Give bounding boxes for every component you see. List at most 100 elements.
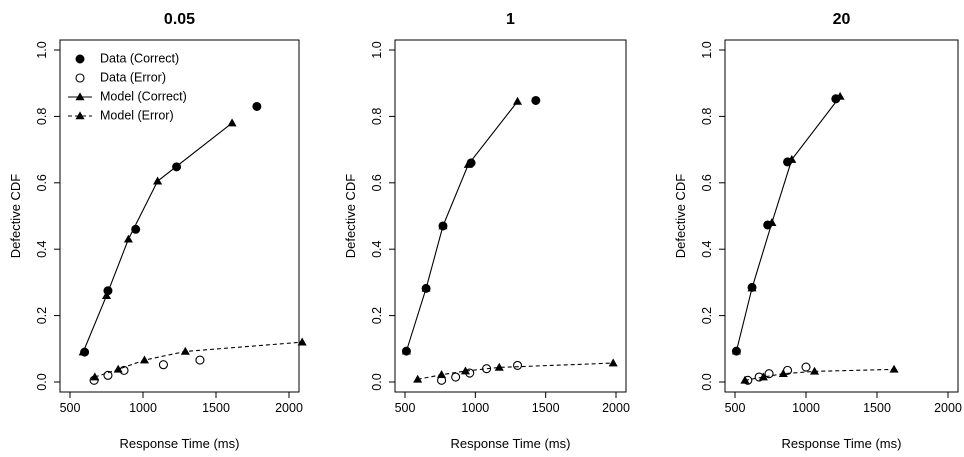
y-tick-label: 0.6 bbox=[370, 174, 384, 191]
x-axis-label: Response Time (ms) bbox=[451, 436, 571, 451]
y-tick-label: 0.4 bbox=[35, 240, 49, 257]
series-line bbox=[82, 122, 233, 353]
x-tick-label: 1500 bbox=[202, 401, 230, 415]
series-line bbox=[417, 362, 614, 380]
data-point bbox=[153, 176, 163, 185]
x-tick-label: 500 bbox=[60, 401, 81, 415]
data-point bbox=[297, 337, 307, 346]
y-tick-label: 0.4 bbox=[700, 240, 714, 257]
y-tick-label: 0.0 bbox=[700, 373, 714, 390]
data-point bbox=[123, 234, 133, 243]
series-line bbox=[735, 96, 841, 352]
data-point bbox=[437, 370, 447, 378]
y-tick-label: 0.6 bbox=[700, 174, 714, 191]
series-model-correct bbox=[401, 96, 523, 355]
data-point bbox=[463, 159, 473, 168]
x-tick-label: 500 bbox=[725, 401, 746, 415]
series-model-correct bbox=[78, 118, 237, 356]
y-tick-label: 0.8 bbox=[370, 108, 384, 125]
x-tick-label: 2000 bbox=[602, 401, 630, 415]
data-point bbox=[758, 372, 768, 381]
data-point bbox=[767, 218, 777, 226]
legend-marker bbox=[75, 54, 85, 64]
data-point bbox=[512, 360, 523, 370]
x-axis: 500 1000 1500 2000 Response Time (ms) bbox=[725, 392, 962, 451]
chart-title: 1 bbox=[506, 11, 515, 28]
series-model-error bbox=[413, 358, 618, 383]
data-point bbox=[401, 346, 411, 355]
data-point bbox=[180, 346, 190, 355]
legend-label: Data (Correct) bbox=[100, 51, 179, 65]
chart-title: 20 bbox=[833, 11, 851, 28]
data-point bbox=[195, 355, 205, 365]
y-axis: 0.0 0.2 0.4 0.6 0.8 1.0 Defective CDF bbox=[673, 41, 725, 391]
y-axis: 0.0 0.2 0.4 0.6 0.8 1.0 Defective CDF bbox=[8, 41, 60, 391]
plot-frame bbox=[724, 39, 959, 393]
x-axis-label: Response Time (ms) bbox=[120, 436, 240, 451]
legend-marker bbox=[75, 111, 85, 120]
y-tick-label: 0.0 bbox=[370, 373, 384, 390]
y-tick-label: 1.0 bbox=[370, 41, 384, 58]
data-point bbox=[78, 347, 88, 356]
y-tick-label: 0.2 bbox=[700, 307, 714, 324]
data-point bbox=[90, 372, 100, 381]
data-point bbox=[252, 101, 262, 111]
y-tick-label: 1.0 bbox=[35, 41, 49, 58]
data-point bbox=[747, 283, 757, 292]
data-point bbox=[438, 221, 448, 230]
data-point bbox=[494, 362, 504, 371]
data-point bbox=[451, 372, 461, 382]
y-axis-label: Defective CDF bbox=[673, 174, 688, 259]
y-tick-label: 0.2 bbox=[370, 307, 384, 324]
y-tick-label: 0.8 bbox=[35, 108, 49, 125]
y-axis: 0.0 0.2 0.4 0.6 0.8 1.0 Defective CDF bbox=[343, 41, 395, 391]
x-axis: 500 1000 1500 2000 Response Time (ms) bbox=[60, 392, 303, 451]
x-tick-label: 1500 bbox=[532, 401, 560, 415]
chart-panel-1: 0.05 500 1000 1500 2000 Response Time (ms) 0.0… bbox=[8, 11, 307, 451]
y-axis-label: Defective CDF bbox=[8, 174, 23, 259]
x-axis-label: Response Time (ms) bbox=[782, 436, 902, 451]
data-point bbox=[158, 360, 168, 370]
plot-frame bbox=[394, 39, 627, 393]
data-point bbox=[531, 95, 541, 105]
y-tick-label: 0.6 bbox=[35, 174, 49, 191]
series-line bbox=[405, 101, 518, 352]
data-point bbox=[801, 362, 811, 372]
chart-title: 0.05 bbox=[164, 11, 195, 28]
data-point bbox=[421, 283, 431, 292]
legend-label: Data (Error) bbox=[100, 70, 166, 84]
data-point bbox=[513, 96, 523, 105]
y-tick-label: 0.0 bbox=[35, 373, 49, 390]
legend-label: Model (Error) bbox=[100, 108, 174, 122]
data-point bbox=[764, 369, 774, 379]
data-point bbox=[139, 355, 149, 364]
y-tick-label: 0.4 bbox=[370, 240, 384, 257]
y-tick-label: 0.8 bbox=[700, 108, 714, 125]
data-point bbox=[810, 366, 820, 375]
x-tick-label: 2000 bbox=[275, 401, 303, 415]
data-point bbox=[101, 291, 112, 299]
legend-marker bbox=[75, 73, 85, 83]
x-tick-label: 1000 bbox=[461, 401, 489, 415]
legend-marker bbox=[75, 92, 85, 101]
series-data-correct bbox=[80, 101, 262, 357]
data-point bbox=[460, 366, 471, 375]
x-axis: 500 1000 1500 2000 Response Time (ms) bbox=[395, 392, 630, 451]
data-point bbox=[740, 375, 750, 384]
x-tick-label: 1500 bbox=[863, 401, 891, 415]
series-data-error bbox=[437, 360, 523, 385]
plot-frame bbox=[59, 39, 300, 393]
series-data-correct bbox=[731, 94, 841, 356]
data-point bbox=[889, 364, 899, 373]
data-point bbox=[608, 358, 618, 367]
data-point bbox=[227, 118, 237, 127]
y-axis-label: Defective CDF bbox=[343, 174, 358, 259]
series-model-error bbox=[740, 364, 899, 384]
x-tick-label: 500 bbox=[395, 401, 416, 415]
series-data-error bbox=[743, 362, 811, 385]
y-tick-label: 1.0 bbox=[700, 41, 714, 58]
data-point bbox=[778, 369, 788, 378]
legend-label: Model (Correct) bbox=[100, 89, 187, 103]
